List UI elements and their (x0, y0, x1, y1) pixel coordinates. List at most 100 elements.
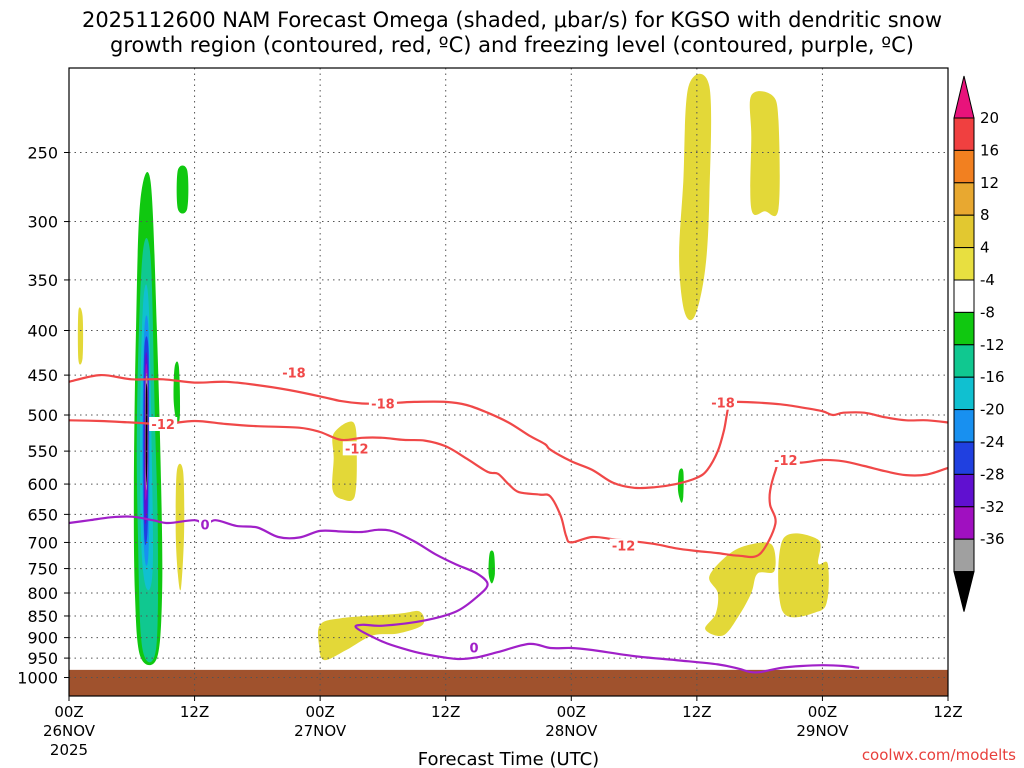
y-tick-label-300: 300 (27, 213, 58, 232)
omega-region-11 (677, 468, 684, 503)
x-tick-date-0: 26NOV (43, 722, 96, 740)
colorbar-bottom-arrow (953, 571, 975, 612)
colorbar-label-1: 16 (980, 141, 999, 159)
omega-region-6 (705, 542, 776, 637)
omega-region-7 (778, 533, 829, 618)
contour-label-bg-extra-2 (467, 640, 480, 655)
colorbar-swatch-2 (953, 182, 975, 216)
contour-label-extra-4: -12 (774, 454, 798, 469)
x-axis-label: Forecast Time (UTC) (418, 749, 599, 768)
axis-labels: 250 300 350 400 450 500 550 600 650 700 750 800 850 9… (17, 144, 962, 768)
colorbar-label-6: -8 (980, 303, 995, 321)
contour-label-bg-extra-4 (771, 452, 800, 467)
contour-label-bg-0 (368, 396, 397, 411)
y-tick-label-550: 550 (27, 442, 58, 461)
contour-label-bg-extra-3 (709, 395, 738, 410)
colorbar-swatch-0 (953, 117, 975, 151)
contour-label-bg-2 (199, 517, 212, 532)
y-tick-label-700: 700 (27, 533, 58, 552)
colorbar-swatch-11 (953, 473, 975, 508)
omega-region-0 (679, 73, 712, 321)
omega-region-10 (488, 550, 495, 584)
colorbar-swatch-3 (953, 214, 975, 249)
y-tick-label-450: 450 (27, 366, 58, 385)
colorbar-label-4: 4 (980, 239, 990, 257)
omega-region-9 (173, 361, 181, 424)
contour-label-bg-1 (149, 416, 178, 431)
chart-title-line1: 2025112600 NAM Forecast Omega (shaded, μ… (81, 8, 943, 32)
grid-lines (69, 68, 948, 696)
omega-region-8 (176, 165, 189, 214)
x-tick-year-0: 2025 (50, 741, 88, 759)
contour-label-bg-extra-0 (279, 365, 308, 380)
contour-label-1: -12 (151, 418, 175, 433)
colorbar-label-8: -16 (980, 368, 1005, 386)
colorbar-label-5: -4 (980, 271, 995, 289)
credit-text: coolwx.com/modelts (861, 746, 1016, 764)
x-tick-label-4: 00Z (557, 703, 586, 721)
contour-line-0 (68, 373, 949, 490)
omega-region-4 (332, 421, 357, 502)
colorbar-label-0: 20 (980, 109, 999, 127)
y-tick-label-850: 850 (27, 607, 58, 626)
chart-title-line2: growth region (contoured, red, ºC) and f… (110, 33, 914, 57)
y-tick-label-1000: 1000 (17, 669, 58, 688)
colorbar: 20 16 12 8 4 -4 -8 -12 -16 -20 -24 -28 -32 -36 (953, 75, 1005, 612)
colorbar-swatch-6 (953, 311, 975, 346)
ground-layer (69, 669, 948, 696)
colorbar-label-10: -24 (980, 433, 1005, 451)
contour-line-2 (68, 515, 860, 674)
colorbar-swatch-9 (953, 409, 975, 443)
colorbar-label-9: -20 (980, 401, 1005, 419)
colorbar-label-7: -12 (980, 336, 1005, 354)
colorbar-swatch-7 (953, 344, 975, 378)
x-tick-label-6: 00Z (808, 703, 837, 721)
y-tick-label-350: 350 (27, 271, 58, 290)
colorbar-label-12: -32 (980, 498, 1005, 516)
colorbar-swatch-8 (953, 376, 975, 411)
y-tick-label-950: 950 (27, 649, 58, 668)
omega-region-2 (77, 307, 84, 365)
x-tick-date-4: 28NOV (545, 722, 598, 740)
y-tick-label-650: 650 (27, 505, 58, 524)
omega-region-3 (175, 463, 185, 591)
colorbar-swatch-4 (953, 247, 975, 281)
contour-label-extra-5: -12 (612, 540, 636, 555)
x-tick-date-2: 27NOV (294, 722, 347, 740)
colorbar-label-2: 12 (980, 174, 999, 192)
y-tick-label-400: 400 (27, 322, 58, 341)
colorbar-label-3: 8 (980, 206, 990, 224)
colorbar-swatch-12 (953, 506, 975, 540)
x-tick-label-0: 00Z (54, 703, 83, 721)
colorbar-swatch-10 (953, 441, 975, 475)
contour-label-bg-extra-1 (342, 441, 371, 456)
y-tick-label-900: 900 (27, 629, 58, 648)
y-tick-label-800: 800 (27, 584, 58, 603)
y-tick-label-500: 500 (27, 406, 58, 425)
colorbar-swatch-5 (953, 279, 975, 313)
y-tick-label-250: 250 (27, 144, 58, 163)
colorbar-swatch-1 (953, 149, 975, 184)
contour-label-extra-0: -18 (282, 367, 306, 382)
omega-region-20 (145, 383, 148, 485)
y-tick-label-600: 600 (27, 475, 58, 494)
colorbar-swatch-13 (953, 538, 975, 573)
x-tick-label-3: 12Z (431, 703, 460, 721)
omega-region-1 (749, 91, 780, 217)
x-tick-label-1: 12Z (180, 703, 209, 721)
colorbar-label-11: -28 (980, 465, 1005, 483)
contour-label-extra-1: -12 (345, 442, 369, 457)
contour-label-2: 0 (201, 519, 210, 534)
x-tick-date-6: 29NOV (796, 722, 849, 740)
contour-label-extra-3: -18 (711, 397, 735, 412)
contour-label-bg-extra-5 (609, 538, 638, 553)
contour-label-extra-2: 0 (469, 642, 478, 657)
plot-frame (68, 67, 949, 697)
contour-line-1 (68, 419, 949, 559)
x-tick-label-7: 12Z (933, 703, 962, 721)
colorbar-label-13: -36 (980, 530, 1005, 548)
y-tick-label-750: 750 (27, 560, 58, 579)
contour-label-0: -18 (371, 397, 395, 412)
x-tick-label-2: 00Z (305, 703, 334, 721)
